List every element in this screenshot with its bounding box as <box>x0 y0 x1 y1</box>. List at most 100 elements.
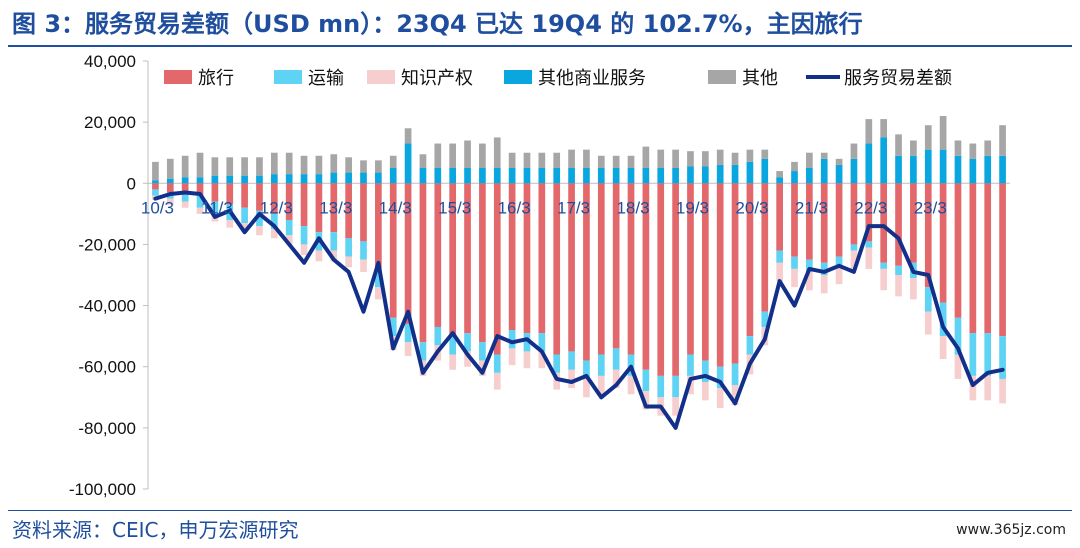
bar-business <box>984 155 992 184</box>
bar-business <box>493 168 501 184</box>
bar-business <box>820 158 828 184</box>
bar-stack <box>880 119 888 291</box>
bar-travel <box>226 183 234 205</box>
bar-stack <box>850 143 858 269</box>
bar-transport <box>924 287 932 312</box>
bar-travel <box>508 183 516 331</box>
bar-other <box>791 161 798 172</box>
bar-business <box>449 168 457 184</box>
bar-ip <box>315 250 323 262</box>
bar-ip <box>672 397 679 416</box>
x-tick-label: 18/3 <box>616 198 649 217</box>
y-tick-label: -20,000 <box>78 235 136 254</box>
bar-ip <box>910 278 917 300</box>
bar-transport <box>731 363 739 386</box>
legend-item-ip: 知识产权 <box>367 68 473 89</box>
bar-business <box>523 168 531 184</box>
bar-ip <box>285 235 293 245</box>
bar-stack <box>285 152 293 245</box>
bar-other <box>687 151 694 167</box>
bar-other <box>657 149 665 168</box>
bar-transport <box>791 256 798 269</box>
bar-other <box>568 149 575 168</box>
x-tick-label: 10/3 <box>141 198 174 217</box>
bar-transport <box>672 375 679 398</box>
bar-ip <box>553 372 561 390</box>
balance-line-path <box>153 190 1005 430</box>
bar-business <box>672 168 679 184</box>
bar-transport <box>776 250 783 263</box>
bar-transport <box>553 354 561 373</box>
bar-business <box>627 168 635 184</box>
bar-travel <box>612 183 620 349</box>
bar-other <box>761 149 769 159</box>
bar-transport <box>820 262 828 275</box>
bar-other <box>508 152 516 168</box>
bar-transport <box>285 219 293 236</box>
bar-travel <box>999 183 1006 337</box>
bar-ip <box>449 354 457 370</box>
bar-other <box>434 143 442 168</box>
legend-label: 其他 <box>742 68 778 89</box>
bar-transport <box>538 333 546 352</box>
bar-ip <box>731 385 739 405</box>
bar-ip <box>954 354 962 379</box>
footer-divider <box>8 510 1072 511</box>
bar-transport <box>597 354 605 376</box>
bar-ip <box>508 348 516 366</box>
bar-other <box>999 125 1006 156</box>
bar-stack <box>895 134 902 297</box>
bar-transport <box>152 189 159 196</box>
bar-travel <box>687 183 694 355</box>
bar-transport <box>523 333 531 352</box>
bar-travel <box>568 183 575 352</box>
bar-transport <box>612 348 620 370</box>
bar-transport <box>181 192 189 202</box>
bar-transport <box>761 311 769 327</box>
bar-stack <box>672 149 679 416</box>
bar-stack <box>969 143 977 401</box>
bar-stack <box>910 140 917 300</box>
bar-travel <box>241 183 248 208</box>
bar-travel <box>389 183 397 318</box>
bar-business <box>152 180 159 184</box>
bar-ip <box>865 247 873 269</box>
bar-travel <box>880 183 888 263</box>
bar-travel <box>910 183 917 263</box>
bar-stack <box>835 158 843 285</box>
bar-transport <box>583 360 590 379</box>
bar-business <box>256 175 263 184</box>
bar-stack <box>493 137 501 390</box>
bar-stack <box>479 143 486 376</box>
bar-stack <box>999 125 1006 404</box>
legend-label: 其他商业服务 <box>538 68 646 89</box>
x-tick-label: 13/3 <box>319 198 352 217</box>
bar-transport <box>241 207 248 224</box>
bar-travel <box>850 183 858 245</box>
y-tick-label: -40,000 <box>78 297 136 316</box>
bar-transport <box>969 333 977 376</box>
bar-transport <box>865 241 873 248</box>
legend-item-other: 其他 <box>708 68 778 89</box>
bar-business <box>806 168 813 184</box>
bar-other <box>701 151 709 167</box>
bar-transport <box>806 259 813 272</box>
bar-travel <box>300 183 308 227</box>
bar-business <box>568 168 575 184</box>
bar-business <box>375 172 382 184</box>
bar-travel <box>701 183 709 361</box>
bar-transport <box>300 226 308 245</box>
y-tick-label: -80,000 <box>78 419 136 438</box>
bar-transport <box>464 333 471 352</box>
bar-transport <box>360 241 367 260</box>
bar-transport <box>954 317 962 355</box>
bar-other <box>152 161 159 181</box>
bar-other <box>954 140 962 156</box>
bar-stack <box>152 161 159 201</box>
bar-travel <box>166 183 174 193</box>
bar-stack <box>523 152 531 369</box>
bar-business <box>776 177 783 184</box>
bar-stack <box>568 149 575 389</box>
bar-stack <box>196 152 204 214</box>
bar-other <box>330 154 338 173</box>
